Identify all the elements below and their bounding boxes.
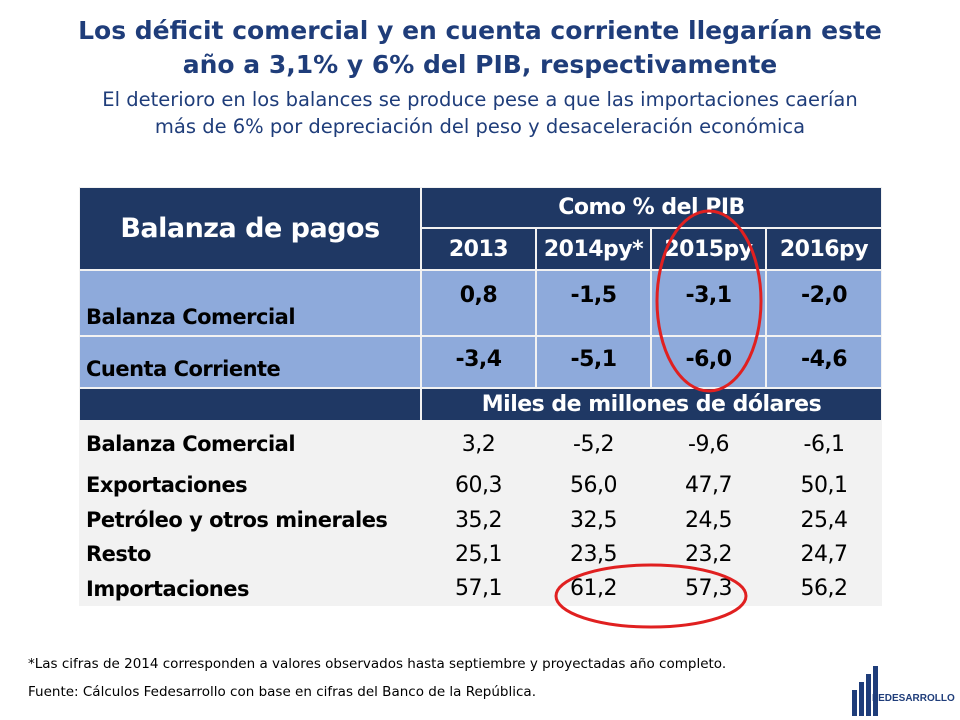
usd-row-value: 3,2: [422, 422, 535, 466]
slide-subtitle-line-2: más de 6% por depreciación del peso y de…: [154, 115, 806, 138]
year-header-3: 2016py: [767, 229, 881, 269]
year-header-1: 2014py*: [537, 229, 650, 269]
pct-row-value: -2,0: [767, 271, 881, 335]
source-note: Fuente: Cálculos Fedesarrollo con base e…: [28, 684, 536, 700]
building-bars-icon: [852, 666, 878, 716]
pct-row-label: Cuenta Corriente: [80, 337, 420, 387]
usd-row-value: 61,2: [537, 572, 650, 605]
usd-row-value: 50,1: [767, 468, 881, 502]
table-group-header-pct: Como % del PIB: [422, 188, 881, 227]
year-header-0: 2013: [422, 229, 535, 269]
usd-row-value: 35,2: [422, 504, 535, 536]
table-group-header-spacer: [80, 389, 420, 420]
usd-row-value: 47,7: [652, 468, 765, 502]
pct-row-label: Balanza Comercial: [80, 271, 420, 335]
table-group-header-usd: Miles de millones de dólares: [422, 389, 881, 420]
usd-row-value: -6,1: [767, 422, 881, 466]
footnote: *Las cifras de 2014 corresponden a valor…: [28, 656, 727, 672]
balance-of-payments-table: Balanza de pagos Como % del PIB 2013 2014py…: [79, 187, 882, 606]
slide-subtitle: El deterioro en los balances se produce …: [40, 86, 920, 140]
usd-row-label: Petróleo y otros minerales: [80, 504, 420, 536]
slide-title-line-1: Los déficit comercial y en cuenta corrie…: [78, 16, 882, 45]
pct-row-value: -4,6: [767, 337, 881, 387]
usd-row-value: 23,2: [652, 538, 765, 570]
pct-row-value: -6,0: [652, 337, 765, 387]
usd-row-value: 24,5: [652, 504, 765, 536]
usd-row-value: 25,1: [422, 538, 535, 570]
usd-row-value: 56,0: [537, 468, 650, 502]
usd-row-value: 57,3: [652, 572, 765, 605]
table-main-header: Balanza de pagos: [80, 188, 420, 269]
usd-row-value: 32,5: [537, 504, 650, 536]
usd-row-value: 57,1: [422, 572, 535, 605]
usd-row-value: 25,4: [767, 504, 881, 536]
pct-row-value: 0,8: [422, 271, 535, 335]
logo-text: FEDESARROLLO: [872, 693, 955, 704]
pct-row-value: -3,4: [422, 337, 535, 387]
usd-row-label: Importaciones: [80, 572, 420, 605]
pct-row-value: -3,1: [652, 271, 765, 335]
pct-row-value: -1,5: [537, 271, 650, 335]
usd-row-value: -9,6: [652, 422, 765, 466]
slide-title-line-2: año a 3,1% y 6% del PIB, respectivamente: [182, 50, 778, 79]
usd-row-value: 24,7: [767, 538, 881, 570]
usd-row-label: Resto: [80, 538, 420, 570]
pct-row-value: -5,1: [537, 337, 650, 387]
usd-row-value: 60,3: [422, 468, 535, 502]
usd-row-value: 23,5: [537, 538, 650, 570]
usd-row-label: Balanza Comercial: [80, 422, 420, 466]
usd-row-value: -5,2: [537, 422, 650, 466]
slide-subtitle-line-1: El deterioro en los balances se produce …: [102, 88, 858, 111]
usd-row-label: Exportaciones: [80, 468, 420, 502]
usd-row-value: 56,2: [767, 572, 881, 605]
slide-title: Los déficit comercial y en cuenta corrie…: [40, 14, 920, 82]
year-header-2: 2015py: [652, 229, 765, 269]
